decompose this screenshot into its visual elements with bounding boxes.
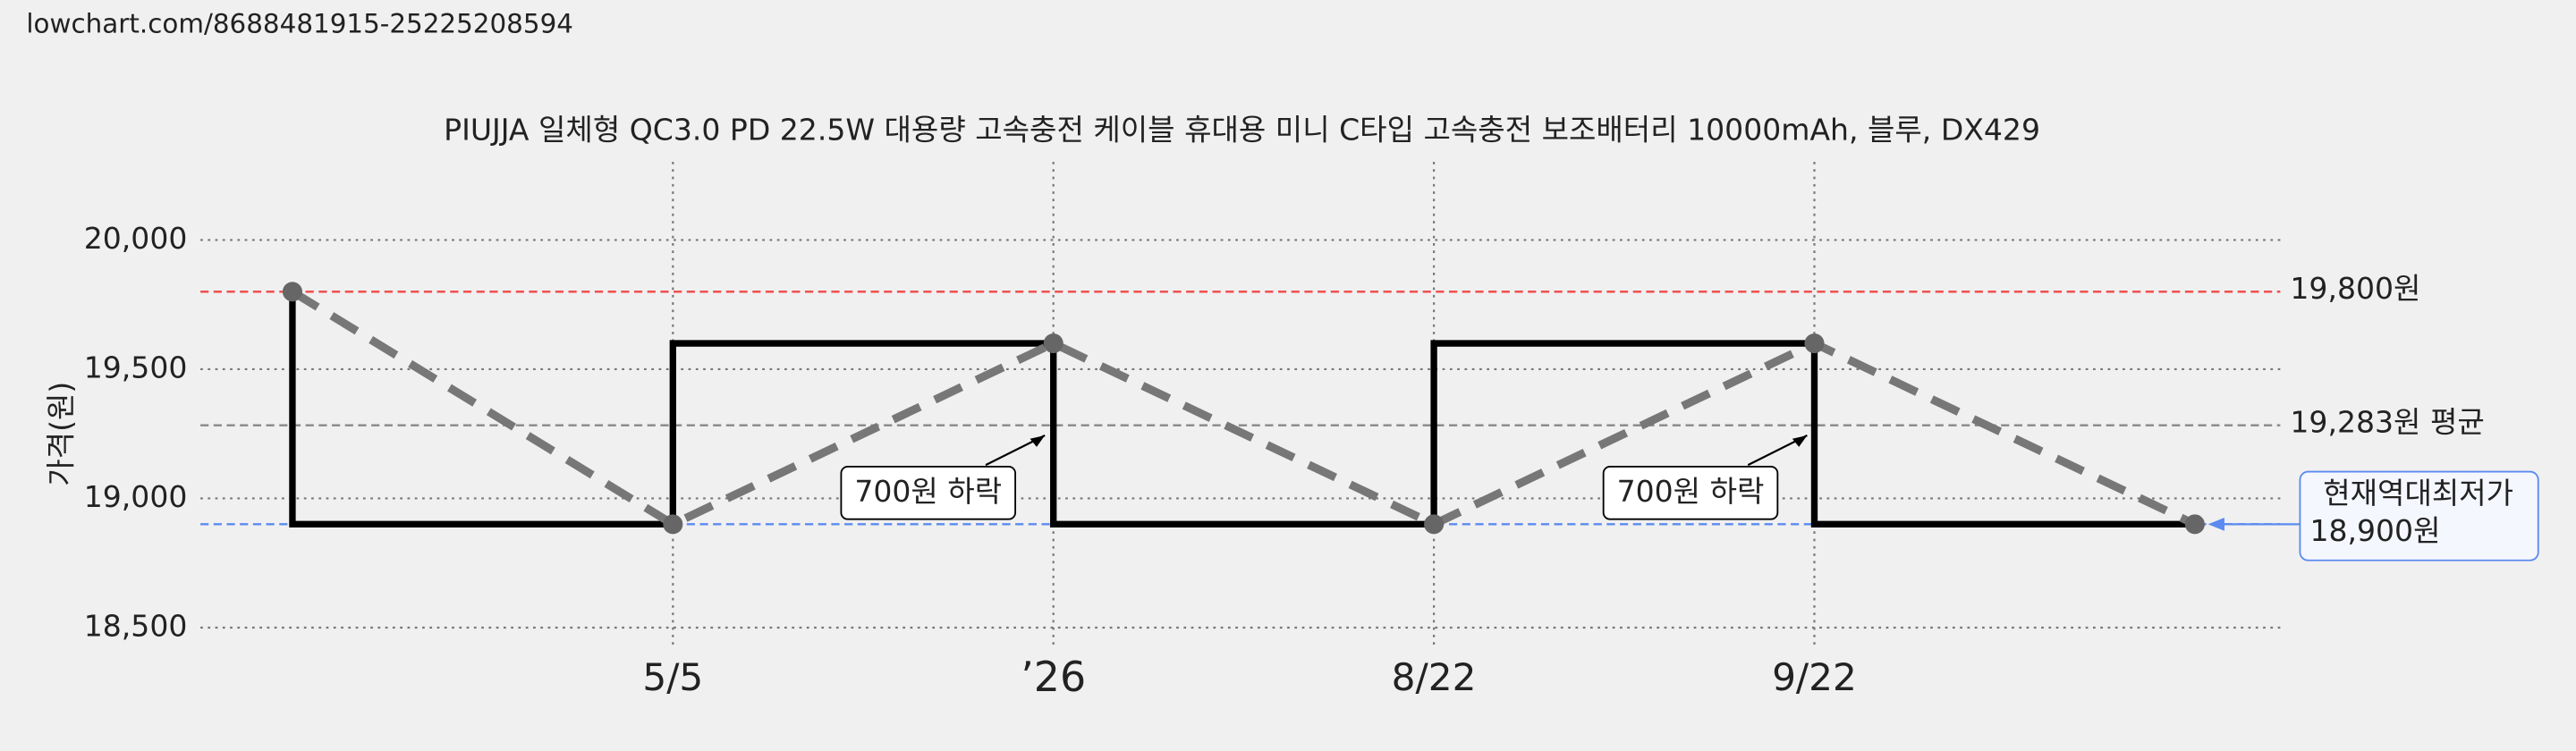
y-axis-label: 가격(원) [43,382,78,486]
x-tick-label: ’26 [1021,653,1086,701]
point [663,514,683,535]
y-tick-label: 19,500 [84,350,188,384]
annotation-arrowhead [1030,435,1046,447]
point [1043,333,1063,354]
annotation: 700원 하락 [854,474,1002,509]
reference-label: 19,800원 [2290,271,2420,306]
annotation-arrowhead [1792,435,1808,447]
url: lowchart.com/8688481915-25225208594 [26,8,573,38]
reference-label: 19,283원 평균 [2290,404,2484,439]
point [282,282,302,302]
step-line [289,291,2195,528]
x-tick-label: 8/22 [1392,655,1477,699]
point [1424,514,1445,535]
point [1804,333,1825,354]
x-tick-label: 5/5 [642,655,703,699]
x-tick-label: 9/22 [1772,655,1857,699]
annotation: 700원 하락 [1617,474,1765,509]
y-tick-label: 19,000 [84,479,188,514]
min-price-box [2299,470,2539,561]
chart-title: PIUJJA 일체형 QC3.0 PD 22.5W 대용량 고속충전 케이블 휴… [444,113,2040,148]
annotation-box [1602,466,1779,520]
min-price-title: 현재역대최저가 [2323,476,2513,511]
min-price-label: 18,900원 [2309,513,2440,548]
point [2184,514,2205,535]
y-tick-label: 20,000 [84,221,188,256]
annotation-box [840,466,1017,520]
y-tick-label: 18,500 [84,608,188,643]
trend-line [290,288,2197,529]
min-arrowhead [2207,518,2224,531]
